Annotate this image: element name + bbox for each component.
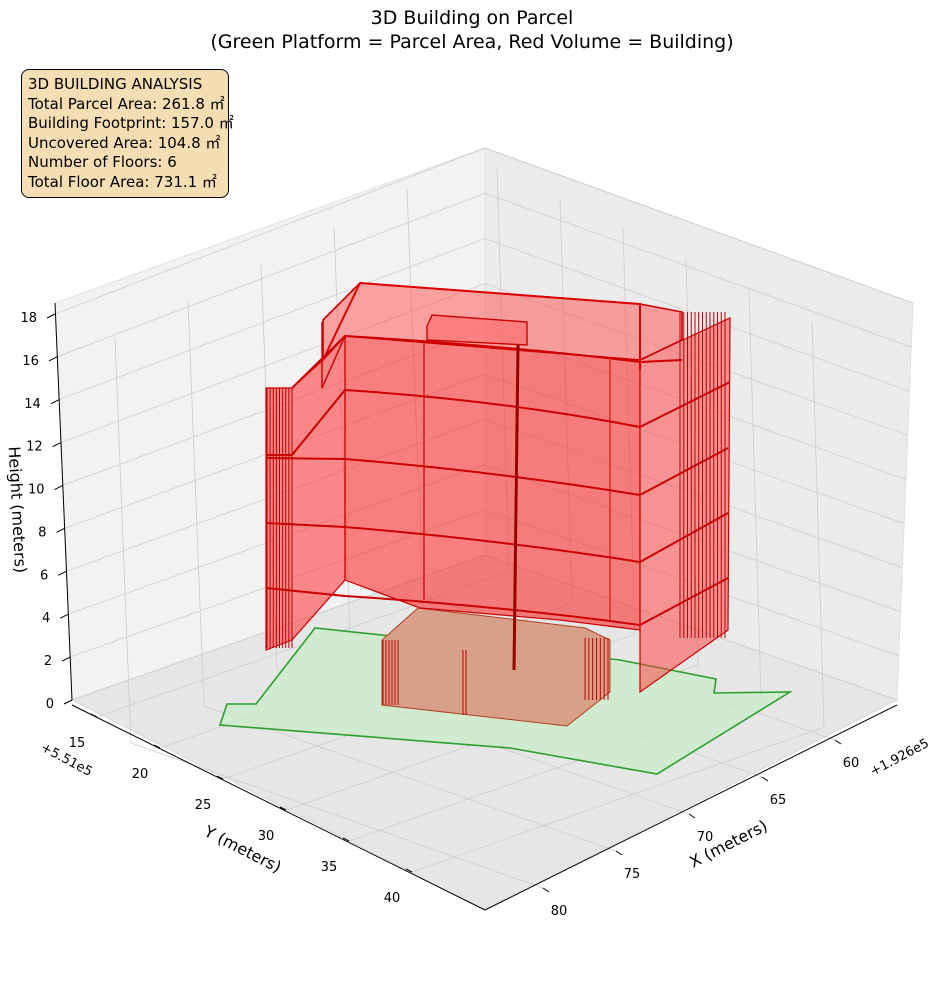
z-axis-label: Height (meters) [5,446,31,574]
floor-line-4 [266,381,731,456]
y-tick-mark [405,868,413,873]
x-tick-label: 80 [551,904,568,919]
y-tick-label: 35 [321,860,338,875]
x-gridline-wall [187,300,205,707]
roof-edge [321,322,346,389]
x-tick-label: 75 [624,867,641,882]
z-tick-mark [52,442,61,448]
front-column-ribs [382,638,609,715]
z-tick-mark [46,313,56,319]
x-gridline-wall [114,337,132,744]
y-gridline-wall [748,290,762,697]
z-tick-mark [63,699,73,705]
y-tick-label: 25 [195,798,212,813]
y-tick-mark [153,744,161,749]
floor-line-3 [265,447,729,497]
x-axis-line [484,704,898,911]
z-gridline-right [484,238,910,392]
right-column-ribs [679,312,726,638]
z-tick-label: 10 [28,483,45,498]
upper-roof-line [322,281,641,370]
y-tick-mark [216,775,224,780]
y-tick-labels: 15 20 25 30 35 40 [69,713,413,906]
chart-title: 3D Building on Parcel (Green Platform = … [0,6,944,54]
z-tick-label: 18 [20,311,37,326]
z-tick-mark [48,356,58,362]
info-heading: 3D BUILDING ANALYSIS [28,75,203,93]
z-tick-label: 2 [44,654,52,669]
z-tick-label: 8 [38,525,46,540]
z-tick-label: 4 [42,611,50,626]
building-front-face [344,335,641,631]
building-right-face [639,317,731,694]
building-volume [265,281,731,727]
building-top-box [426,314,528,346]
y-gridline-wall [811,321,825,728]
z-tick-mark [58,570,67,576]
z-tick-label: 6 [40,568,48,583]
z-gridline-right [484,192,912,348]
info-floors: Number of Floors: 6 [28,153,177,171]
z-tick-label: 16 [22,354,39,369]
info-footprint: Building Footprint: 157.0 ㎡ [28,114,234,132]
building-analysis-box: 3D BUILDING ANALYSIS Total Parcel Area: … [21,69,234,198]
z-tick-mark [56,527,65,533]
z-tick-label: 0 [46,697,54,712]
x-tick-mark [615,850,623,856]
z-gridline-right [484,147,914,304]
info-floor-area: Total Floor Area: 731.1 ㎡ [28,172,217,191]
floor-line-1 [265,577,729,627]
x-tick-labels: 60 65 70 75 80 [542,739,860,919]
front-divider-2 [512,344,520,671]
floor-line-5 [291,334,683,389]
z-tick-label: 14 [24,397,41,412]
y-tick-label: 30 [258,829,275,844]
z-axis-line [54,302,73,701]
x-tick-label: 60 [843,756,860,771]
x-gridline-floor [130,742,544,889]
x-tick-mark [834,739,842,745]
x-tick-mark [688,813,696,819]
z-tick-mark [59,613,69,619]
y-tick-label: 40 [384,891,401,906]
y-offset-label: +5.51e5 [38,740,95,780]
z-tick-mark [50,399,60,405]
x-tick-mark [761,776,769,782]
x-tick-label: 65 [770,793,787,808]
z-tick-mark [61,656,71,662]
z-gridline-left [54,147,486,315]
z-tick-label: 12 [26,440,43,455]
x-offset-label: +1.926e5 [868,736,932,779]
y-gridline-floor [411,726,825,873]
left-column-ribs [266,388,293,648]
y-tick-mark [90,713,98,718]
y-tick-mark [279,806,287,811]
z-tick-labels: 0 2 4 6 8 10 12 14 16 18 [20,311,73,712]
y-tick-label: 20 [132,767,149,782]
x-tick-mark [542,887,550,893]
x-gridline-floor [203,705,617,852]
z-tick-mark [54,485,63,491]
chart-title-line2: (Green Platform = Parcel Area, Red Volum… [210,31,734,53]
z-gridline-left [58,238,486,401]
floor-line-2 [265,512,729,564]
x-tick-label: 70 [697,830,714,845]
info-parcel-area: Total Parcel Area: 261.8 ㎡ [28,94,225,113]
y-tick-label: 15 [69,736,86,751]
y-axis-line [71,704,486,911]
y-tick-mark [342,837,350,842]
building-lower-mass [381,607,611,727]
z-gridline-left [56,192,486,358]
info-uncovered-area: Uncovered Area: 104.8 ㎡ [28,133,221,152]
chart-title-line1: 3D Building on Parcel [370,7,574,29]
